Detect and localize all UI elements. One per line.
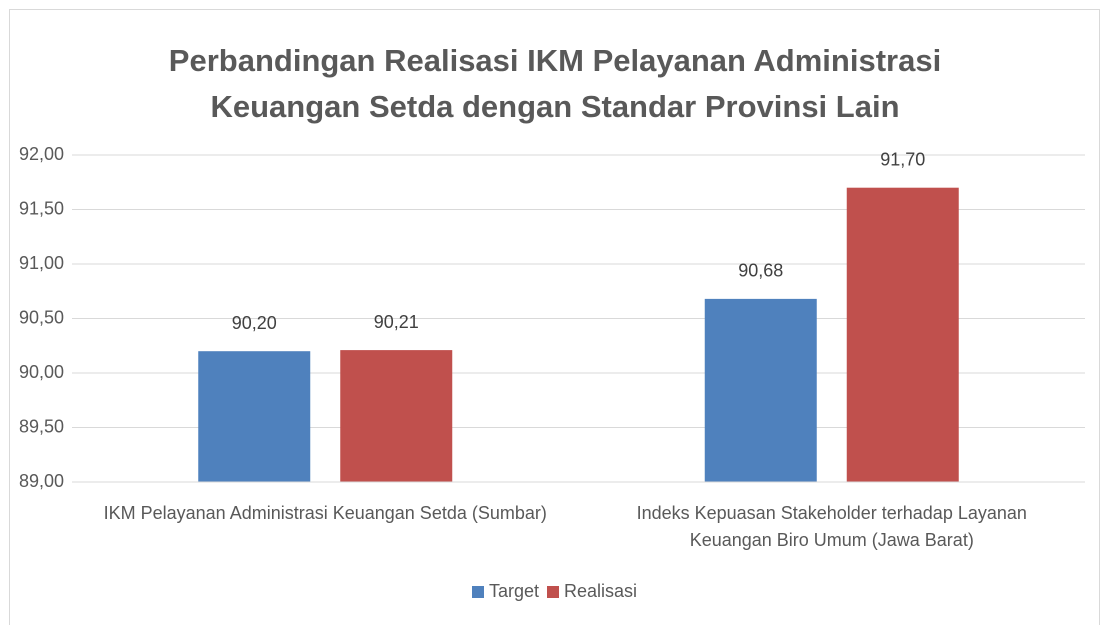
legend-item: Target [471, 581, 539, 602]
x-tick-label: Indeks Kepuasan Stakeholder terhadap Lay… [636, 503, 1027, 550]
y-tick-label: 90,50 [19, 307, 64, 327]
x-tick-label: IKM Pelayanan Administrasi Keuangan Setd… [103, 503, 547, 523]
legend-swatch [547, 586, 559, 598]
bar [198, 351, 311, 482]
bar [704, 298, 817, 482]
bar [340, 350, 453, 482]
legend-swatch [471, 586, 484, 598]
legend-label: Target [488, 581, 539, 601]
legend-label: Realisasi [564, 581, 638, 601]
y-tick-label: 91,50 [19, 198, 64, 218]
legend: Target Realisasi [0, 581, 1109, 602]
legend-item: Realisasi [547, 581, 637, 602]
chart-title: Perbandingan Realisasi IKM Pelayanan Adm… [168, 43, 942, 124]
bar [846, 187, 959, 482]
data-label: 91,70 [880, 149, 925, 169]
y-tick-label: 91,00 [19, 253, 64, 273]
data-label: 90,68 [738, 261, 783, 281]
data-label: 90,20 [232, 313, 277, 333]
y-tick-label: 89,00 [19, 471, 64, 491]
y-tick-label: 90,00 [19, 362, 64, 382]
data-label: 90,21 [374, 312, 419, 332]
y-tick-label: 92,00 [19, 144, 64, 164]
y-tick-label: 89,50 [19, 416, 64, 436]
chart-border [9, 9, 1100, 625]
